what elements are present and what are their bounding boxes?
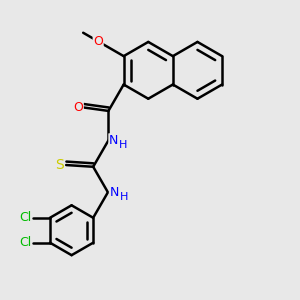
Text: O: O [93, 35, 103, 48]
Text: Cl: Cl [19, 236, 31, 249]
Text: H: H [120, 193, 128, 202]
Text: S: S [56, 158, 64, 172]
Text: H: H [119, 140, 127, 149]
Text: N: N [110, 186, 119, 199]
Text: N: N [109, 134, 118, 147]
Text: Cl: Cl [19, 211, 31, 224]
Text: O: O [74, 101, 83, 114]
